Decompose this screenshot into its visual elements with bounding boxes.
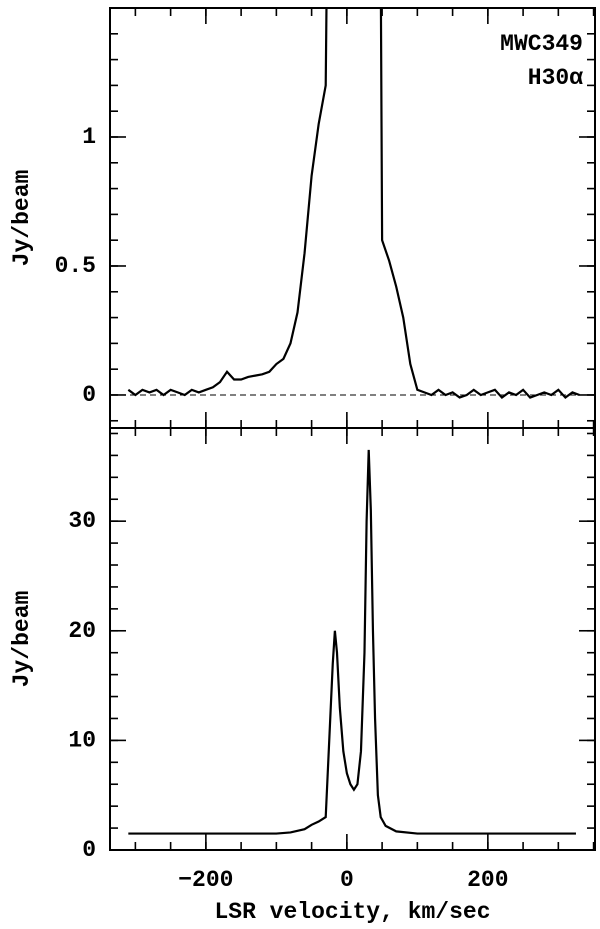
plot-area	[127, 8, 580, 400]
y-tick-label: 0	[82, 382, 96, 408]
plot-frame	[109, 427, 596, 851]
spectrum-line	[127, 8, 580, 400]
y-tick-label: 0.5	[55, 253, 96, 279]
y-tick-label: 0	[82, 837, 96, 863]
y-tick-label: 20	[68, 618, 96, 644]
y-axis-label: Jy/beam	[9, 170, 35, 267]
x-tick-label: 0	[340, 867, 354, 893]
x-tick-label: 200	[467, 867, 508, 893]
x-tick-label: −200	[178, 867, 233, 893]
y-tick-label: 10	[68, 727, 96, 753]
plot-frame	[109, 7, 596, 429]
x-axis-label: LSR velocity, km/sec	[214, 899, 490, 925]
y-axis-label: Jy/beam	[9, 591, 35, 688]
y-tick-label: 30	[68, 508, 96, 534]
spectrum-line	[128, 449, 576, 835]
annotation: H30α	[528, 65, 583, 91]
y-tick-label: 1	[82, 124, 96, 150]
annotation: MWC349	[500, 31, 583, 57]
plot-area	[128, 449, 576, 835]
